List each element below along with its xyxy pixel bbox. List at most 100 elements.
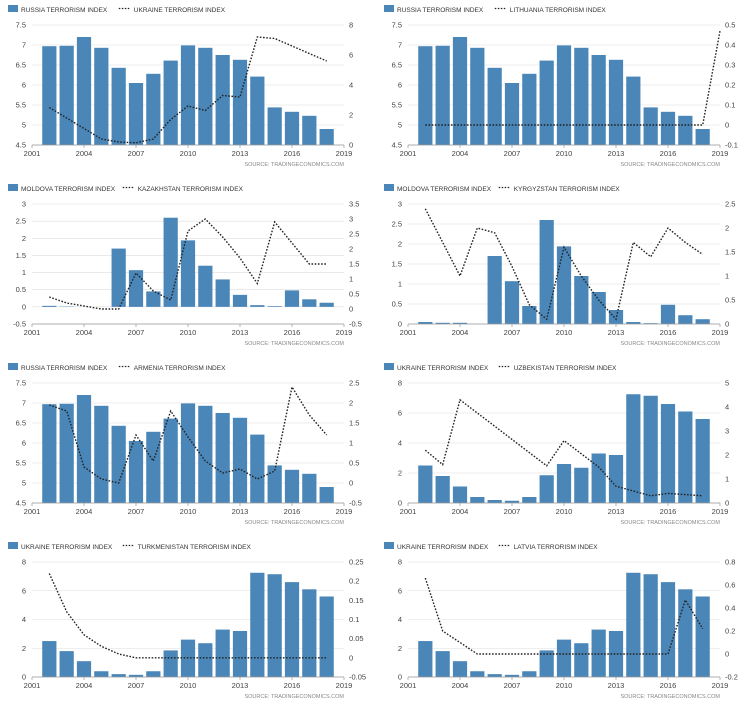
bar (302, 299, 317, 307)
bar (302, 115, 317, 145)
bar (487, 67, 502, 145)
x-tick-label: 2013 (608, 328, 625, 337)
right-tick-label: 0.8 (725, 558, 735, 567)
x-tick-label: 2013 (232, 507, 249, 516)
bar (111, 67, 126, 145)
bar (435, 45, 450, 145)
bar (198, 643, 213, 677)
line-series (48, 36, 327, 144)
legend-swatch-bars (384, 363, 394, 370)
right-tick-label: 1.5 (725, 248, 735, 257)
left-tick-label: 8 (398, 379, 402, 388)
x-tick-label: 2010 (180, 681, 197, 690)
left-tick-label: 6 (22, 439, 26, 448)
left-tick-label: 4 (22, 615, 26, 624)
left-tick-label: 2 (22, 234, 26, 243)
bar (418, 465, 433, 503)
bar (163, 650, 178, 677)
right-tick-label: 0.1 (725, 101, 735, 110)
left-tick-label: 4.5 (16, 499, 26, 508)
bar (626, 572, 641, 677)
legend-label-bars: RUSSIA TERRORISM INDEX (397, 7, 484, 14)
source-label: SOURCE: TRADINGECONOMICS.COM (620, 162, 720, 168)
bar (574, 467, 589, 503)
x-tick-label: 2007 (504, 507, 521, 516)
bar (111, 425, 126, 503)
right-tick-label: 0 (349, 479, 353, 488)
bar (452, 322, 468, 324)
x-tick-label: 2016 (660, 149, 677, 158)
x-tick-label: 2004 (452, 507, 469, 516)
left-tick-label: 5.5 (16, 101, 26, 110)
bar (284, 582, 300, 677)
left-tick-label: 5 (22, 479, 26, 488)
right-tick-label: 4 (725, 403, 729, 412)
bar (215, 629, 230, 677)
bar (232, 294, 248, 307)
bar (284, 290, 300, 307)
right-tick-label: 0.5 (349, 459, 359, 468)
left-tick-label: 5.5 (16, 459, 26, 468)
bar (180, 240, 196, 307)
x-tick-label: 2004 (452, 681, 469, 690)
bar (128, 270, 144, 307)
bar (608, 59, 624, 145)
right-tick-label: 0 (725, 320, 729, 329)
legend: RUSSIA TERRORISM INDEX LITHUANIA TERRORIS… (384, 5, 606, 14)
left-tick-label: 2.5 (16, 217, 26, 226)
legend: RUSSIA TERRORISM INDEX ARMENIA TERRORISM … (8, 363, 226, 372)
left-tick-label: 8 (22, 558, 26, 567)
x-tick-label: 2010 (556, 328, 573, 337)
bar (539, 220, 554, 324)
left-tick-label: 4.5 (16, 141, 26, 150)
x-tick-label: 2019 (336, 328, 353, 337)
legend: UKRAINE TERRORISM INDEX LATVIA TERRORISM … (384, 542, 598, 551)
source-label: SOURCE: TRADINGECONOMICS.COM (244, 341, 344, 347)
bar (608, 631, 624, 677)
source-label: SOURCE: TRADINGECONOMICS.COM (244, 520, 344, 526)
left-tick-label: 1 (22, 268, 26, 277)
left-tick-label: 7.5 (392, 21, 402, 30)
x-tick-label: 2010 (180, 328, 197, 337)
bar (539, 475, 554, 503)
bar (267, 306, 282, 307)
bar (452, 37, 468, 145)
bar (556, 246, 572, 324)
bar (626, 76, 641, 145)
x-tick-label: 2013 (232, 681, 249, 690)
legend-label-line: LITHUANIA TERRORISM INDEX (510, 7, 607, 14)
bar (111, 674, 126, 677)
line-series (425, 30, 721, 126)
bar (284, 111, 300, 145)
x-tick-label: 2013 (232, 149, 249, 158)
legend-swatch-bars (384, 184, 394, 191)
left-tick-label: 3 (22, 200, 26, 209)
x-tick-label: 2001 (24, 149, 41, 158)
bar (504, 281, 520, 324)
bar (128, 441, 144, 503)
bar (504, 83, 520, 145)
right-tick-label: -0.05 (349, 673, 366, 682)
bar (284, 469, 300, 503)
bar (591, 629, 606, 677)
bar (522, 73, 537, 145)
right-tick-label: 2.5 (349, 230, 359, 239)
left-tick-label: 2.5 (392, 220, 402, 229)
left-tick-label: 7 (22, 399, 26, 408)
right-tick-label: 0.6 (725, 581, 735, 590)
bar (591, 292, 606, 324)
left-tick-label: 7 (398, 41, 402, 50)
bar (302, 589, 317, 677)
bar (250, 434, 265, 503)
bar (146, 73, 161, 145)
bar (643, 107, 658, 145)
right-tick-label: 3.5 (349, 200, 359, 209)
right-tick-label: 0 (725, 121, 729, 130)
source-label: SOURCE: TRADINGECONOMICS.COM (620, 694, 720, 700)
left-tick-label: 2 (398, 240, 402, 249)
legend-swatch-bars (384, 5, 394, 12)
line-series (49, 385, 328, 484)
bar (232, 59, 248, 145)
legend-swatch-bars (8, 363, 18, 370)
bar (232, 631, 248, 677)
